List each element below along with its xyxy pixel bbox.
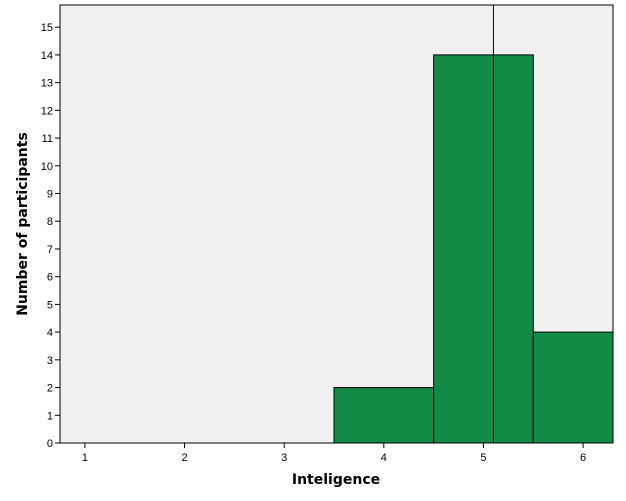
y-tick-label: 14 bbox=[41, 50, 53, 62]
histogram-bar bbox=[532, 331, 614, 444]
histogram-bar bbox=[433, 54, 534, 444]
y-tick-label: 15 bbox=[41, 22, 53, 34]
y-tick-label: 4 bbox=[47, 327, 53, 339]
x-axis-title: Inteligence bbox=[292, 472, 380, 488]
x-tick-label: 5 bbox=[480, 452, 486, 464]
x-tick-label: 3 bbox=[281, 452, 287, 464]
y-tick-label: 9 bbox=[47, 189, 53, 201]
y-tick-label: 6 bbox=[47, 272, 53, 284]
x-tick-label: 6 bbox=[580, 452, 586, 464]
x-ticks-group: 1 2 3 4 5 6 bbox=[82, 443, 586, 464]
x-tick-label: 2 bbox=[181, 452, 187, 464]
histogram-bar bbox=[333, 387, 435, 444]
y-tick-label: 0 bbox=[47, 438, 53, 450]
y-tick-label: 11 bbox=[42, 133, 53, 145]
y-tick-label: 3 bbox=[47, 355, 53, 367]
y-tick-label: 12 bbox=[41, 105, 53, 117]
bars-group bbox=[333, 54, 614, 444]
y-tick-label: 2 bbox=[47, 383, 53, 395]
y-tick-label: 7 bbox=[47, 244, 53, 256]
y-tick-label: 8 bbox=[47, 216, 53, 228]
y-axis-title: Number of participants bbox=[15, 132, 31, 316]
y-tick-label: 5 bbox=[47, 299, 53, 311]
y-tick-label: 1 bbox=[47, 410, 53, 422]
x-tick-label: 1 bbox=[82, 452, 88, 464]
y-tick-label: 13 bbox=[41, 78, 53, 90]
x-tick-label: 4 bbox=[381, 452, 387, 464]
y-tick-label: 10 bbox=[41, 161, 53, 173]
